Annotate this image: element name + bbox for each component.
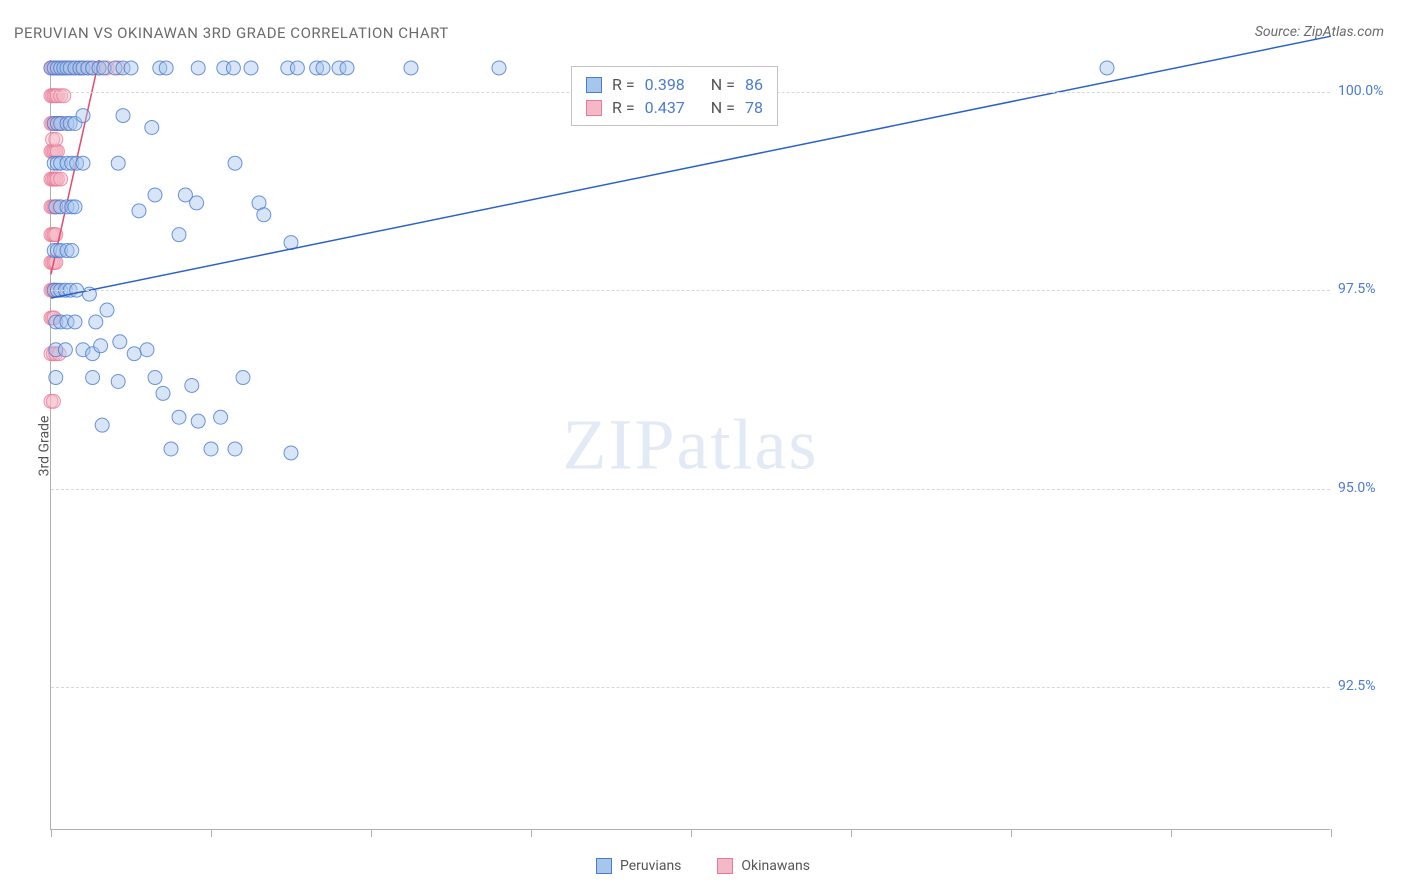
r-label: R = bbox=[612, 75, 635, 94]
legend-item-okinawans: Okinawans bbox=[717, 858, 810, 874]
y-tick-label: 97.5% bbox=[1338, 281, 1376, 297]
n-value: 78 bbox=[745, 98, 763, 117]
legend-label-peruvians: Peruvians bbox=[620, 858, 681, 874]
legend-swatch-okinawans bbox=[717, 858, 733, 874]
stats-box: R = 0.398 N = 86 R = 0.437 N = 78 bbox=[571, 66, 778, 126]
source-attribution: Source: ZipAtlas.com bbox=[1255, 24, 1384, 40]
legend-item-peruvians: Peruvians bbox=[596, 858, 681, 874]
legend-label-okinawans: Okinawans bbox=[741, 858, 810, 874]
y-tick-label: 92.5% bbox=[1338, 678, 1376, 694]
stats-swatch bbox=[586, 77, 602, 93]
chart-title: PERUVIAN VS OKINAWAN 3RD GRADE CORRELATI… bbox=[14, 24, 449, 42]
stats-row: R = 0.398 N = 86 bbox=[586, 73, 763, 96]
stats-row: R = 0.437 N = 78 bbox=[586, 96, 763, 119]
r-label: R = bbox=[612, 98, 635, 117]
n-value: 86 bbox=[745, 75, 763, 94]
y-tick-label: 95.0% bbox=[1338, 480, 1376, 496]
r-value: 0.437 bbox=[645, 98, 685, 117]
stats-swatch bbox=[586, 100, 602, 116]
y-tick-label: 100.0% bbox=[1338, 83, 1383, 99]
legend-swatch-peruvians bbox=[596, 858, 612, 874]
plot-area: ZIPatlas R =0.398N =86R =0.437N =78 bbox=[50, 60, 1330, 830]
n-label: N = bbox=[711, 75, 735, 94]
r-value: 0.398 bbox=[645, 75, 685, 94]
chart-legend: Peruvians Okinawans bbox=[596, 858, 810, 874]
n-label: N = bbox=[711, 98, 735, 117]
scatter-svg bbox=[51, 60, 1331, 830]
